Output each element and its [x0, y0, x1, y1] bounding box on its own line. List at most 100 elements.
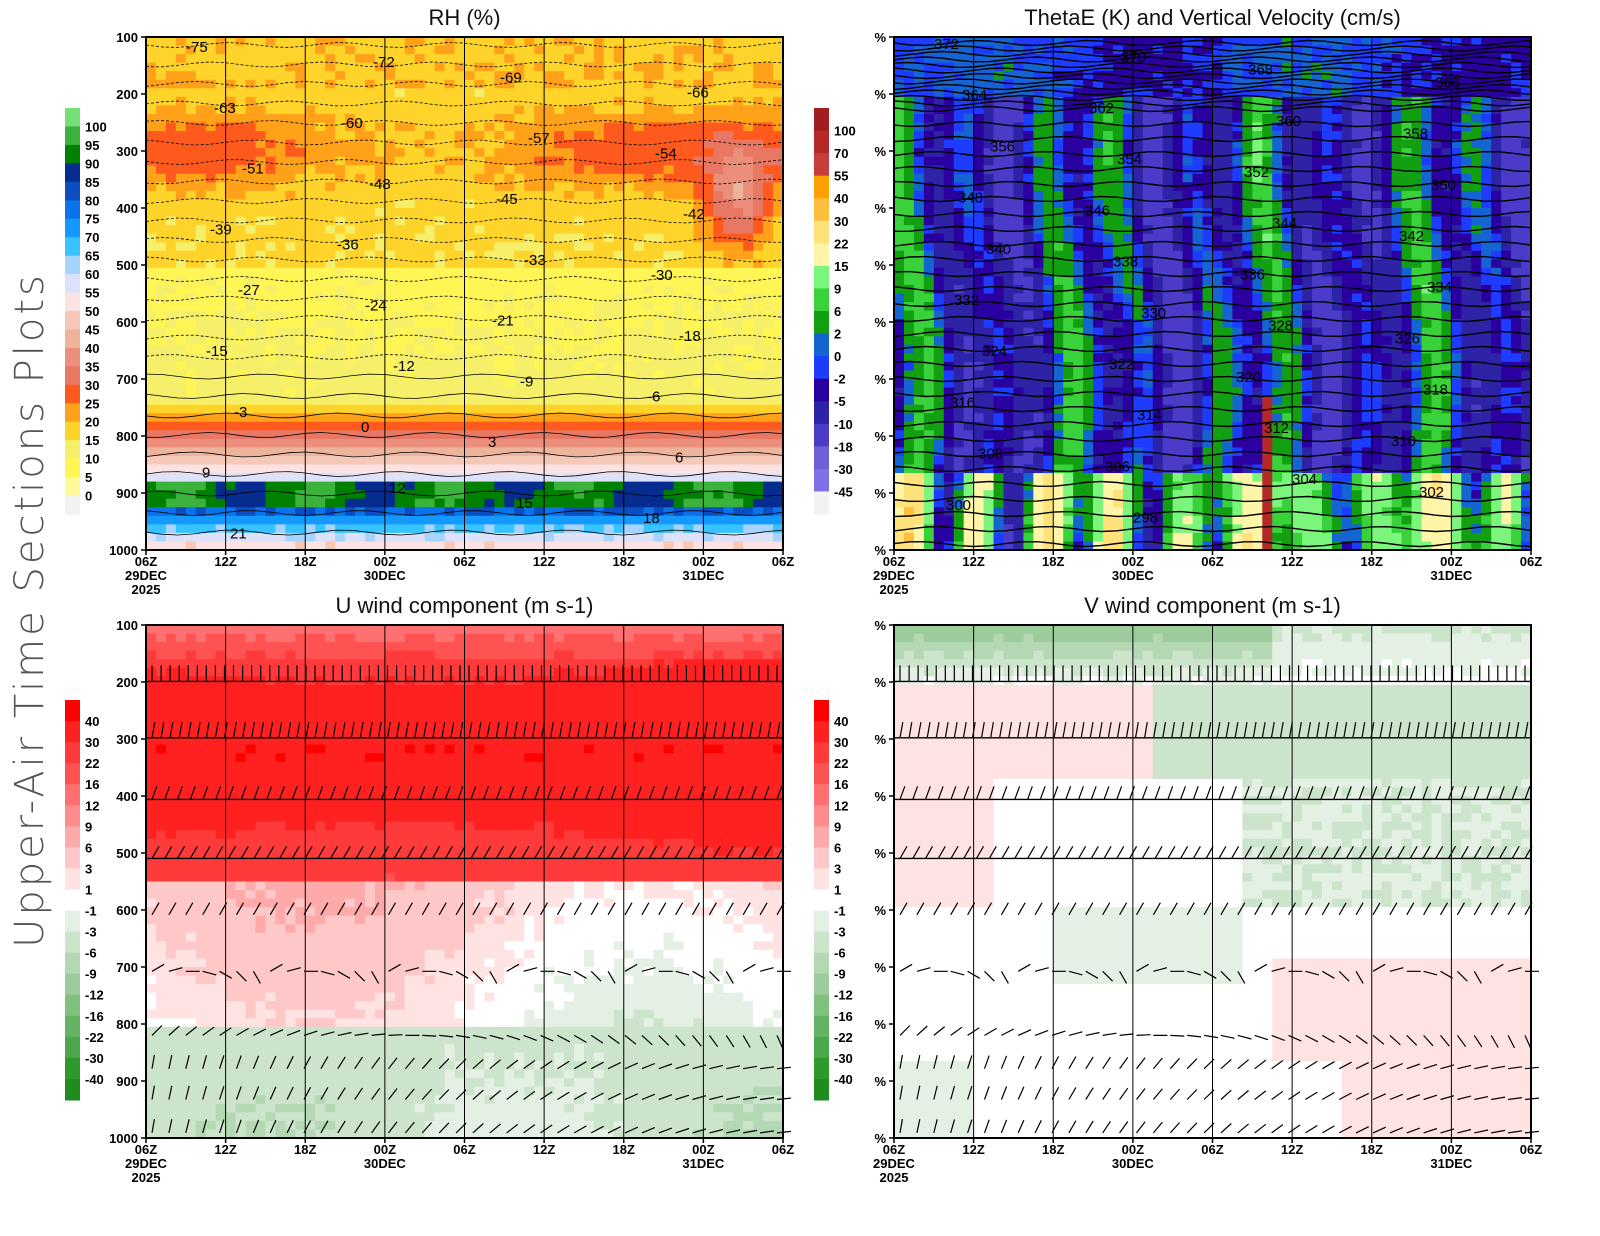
field-cell	[355, 481, 366, 491]
field-cell	[514, 481, 525, 491]
field-cell	[205, 284, 217, 295]
field-cell	[265, 199, 276, 209]
field-cell	[474, 208, 485, 218]
field-cell	[1073, 105, 1084, 115]
field-cell	[583, 396, 595, 406]
field-cell	[733, 242, 744, 252]
field-cell	[554, 361, 565, 372]
field-cell	[733, 447, 744, 457]
colorbar-swatch	[65, 200, 80, 220]
field-cell	[434, 88, 446, 98]
field-cell	[564, 404, 575, 414]
field-cell	[983, 105, 995, 115]
field-cell	[245, 122, 257, 132]
field-cell	[305, 276, 316, 286]
field-cell	[613, 225, 625, 235]
field-cell	[215, 473, 227, 483]
field-cell	[1152, 54, 1164, 64]
field-cell	[743, 464, 754, 474]
field-cell	[623, 404, 635, 414]
field-cell	[205, 447, 217, 457]
field-cell	[564, 250, 575, 260]
field-cell	[345, 88, 356, 98]
field-cell	[245, 310, 257, 320]
field-cell	[205, 131, 217, 141]
field-cell	[1401, 105, 1413, 115]
field-cell	[583, 293, 595, 303]
field-cell	[1252, 148, 1263, 158]
field-cell	[703, 524, 714, 534]
field-cell	[374, 532, 386, 543]
field-cell	[484, 182, 495, 192]
field-cell	[514, 498, 525, 508]
field-cell	[1421, 105, 1433, 115]
field-cell	[1142, 105, 1154, 115]
colorbar-swatch	[65, 108, 80, 127]
field-cell	[663, 293, 675, 303]
field-cell	[175, 302, 187, 312]
field-cell	[773, 302, 784, 312]
field-cell	[903, 62, 915, 72]
field-cell	[275, 54, 286, 64]
field-cell	[444, 182, 456, 192]
field-cell	[603, 173, 615, 183]
field-cell	[305, 139, 316, 149]
field-cell	[1252, 62, 1263, 72]
field-cell	[484, 498, 495, 508]
field-cell	[235, 276, 247, 286]
field-cell	[623, 267, 635, 277]
field-cell	[583, 37, 595, 47]
field-cell	[554, 473, 565, 483]
field-cell	[653, 139, 665, 149]
field-cell	[603, 208, 615, 218]
field-cell	[355, 353, 366, 363]
field-cell	[494, 379, 505, 389]
field-cell	[474, 131, 485, 141]
field-cell	[335, 182, 346, 192]
field-cell	[305, 387, 316, 397]
field-cell	[554, 507, 565, 517]
field-cell	[643, 447, 655, 457]
field-cell	[723, 481, 734, 491]
field-cell	[763, 524, 774, 534]
field-cell	[564, 336, 575, 346]
field-cell	[464, 498, 476, 508]
field-cell	[1192, 37, 1204, 47]
field-cell	[374, 319, 386, 329]
field-cell	[175, 233, 187, 243]
field-cell	[643, 361, 655, 372]
field-cell	[215, 45, 227, 55]
field-cell	[933, 71, 945, 81]
field-cell	[564, 88, 575, 98]
field-cell	[345, 447, 356, 457]
field-cell	[923, 122, 935, 132]
field-cell	[713, 122, 724, 132]
field-cell	[643, 421, 655, 431]
field-cell	[295, 293, 306, 303]
field-cell	[524, 113, 535, 124]
field-cell	[195, 361, 207, 372]
field-cell	[295, 105, 306, 115]
field-cell	[773, 319, 784, 329]
field-cell	[315, 404, 326, 414]
field-cell	[255, 447, 267, 457]
field-cell	[894, 139, 905, 149]
field-cell	[235, 310, 247, 320]
field-cell	[374, 361, 386, 372]
field-cell	[983, 54, 995, 64]
field-cell	[275, 541, 286, 551]
field-cell	[155, 37, 167, 47]
field-cell	[484, 438, 495, 448]
field-cell	[474, 438, 485, 448]
field-cell	[494, 541, 505, 551]
field-cell	[1043, 88, 1054, 98]
field-cell	[723, 259, 734, 269]
field-cell	[653, 447, 665, 457]
field-cell	[165, 524, 177, 534]
field-cell	[633, 62, 645, 72]
field-cell	[464, 71, 476, 81]
field-cell	[155, 45, 167, 55]
field-cell	[295, 131, 306, 141]
field-cell	[155, 455, 167, 466]
field-cell	[484, 396, 495, 406]
